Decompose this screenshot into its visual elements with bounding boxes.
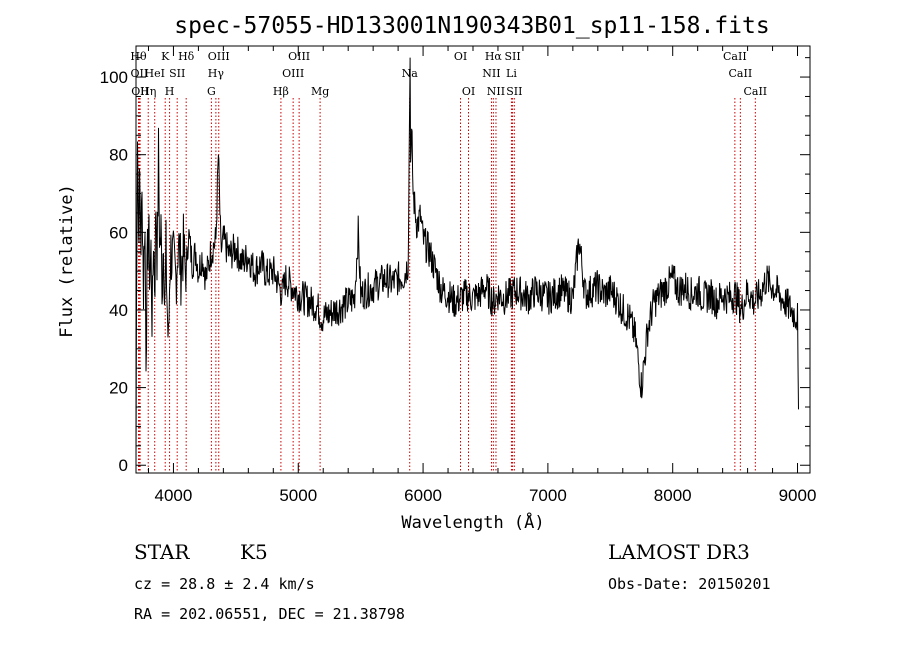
y-tick-label-20: 20 <box>109 379 128 398</box>
line-label-17: OI <box>454 50 467 63</box>
line-label-15: Mg <box>311 85 329 98</box>
x-tick-label-4000: 4000 <box>155 486 193 505</box>
line-label-19: NII <box>482 67 500 80</box>
line-label-14: OIII <box>288 50 310 63</box>
y-axis-ticks: 0 20 40 60 80 100 <box>100 57 810 475</box>
observation-date: Obs-Date: 20150201 <box>608 575 771 593</box>
line-label-27: CaII <box>743 85 767 98</box>
line-label-8: Hδ <box>178 50 195 63</box>
x-tick-label-8000: 8000 <box>654 486 692 505</box>
y-tick-label-0: 0 <box>119 456 128 475</box>
line-label-25: CaII <box>723 50 747 63</box>
y-tick-label-80: 80 <box>109 146 128 165</box>
x-axis-label: Wavelength (Å) <box>401 511 544 533</box>
line-label-6: H <box>165 85 175 98</box>
x-tick-label-5000: 5000 <box>279 486 317 505</box>
line-label-20: Hα <box>485 50 503 63</box>
line-label-10: Hγ <box>208 67 225 80</box>
line-label-26: CaII <box>729 67 753 80</box>
line-label-0: Hθ <box>130 50 147 63</box>
line-label-24: SII <box>506 85 522 98</box>
line-label-3: Hη <box>140 85 156 98</box>
line-label-12: Hβ <box>273 85 289 98</box>
line-label-23: SII <box>504 50 520 63</box>
line-label-21: NII <box>487 85 505 98</box>
line-label-18: OI <box>462 85 475 98</box>
line-label-7: SII <box>169 67 185 80</box>
line-markers <box>137 98 756 473</box>
x-tick-label-6000: 6000 <box>404 486 442 505</box>
line-label-4: HeI <box>144 67 164 80</box>
line-label-22: Li <box>506 67 517 80</box>
object-class: STAR <box>134 540 190 564</box>
line-label-11: OIII <box>208 50 230 63</box>
x-tick-label-9000: 9000 <box>779 486 817 505</box>
y-axis-label: Flux (relative) <box>57 184 77 338</box>
x-tick-label-7000: 7000 <box>529 486 567 505</box>
y-tick-label-60: 60 <box>109 223 128 242</box>
x-axis-ticks: 4000 5000 6000 7000 8000 9000 <box>147 46 817 505</box>
spectrum-series <box>135 57 799 466</box>
y-tick-label-100: 100 <box>100 68 128 87</box>
survey-name: LAMOST DR3 <box>608 540 750 564</box>
coordinates: RA = 202.06551, DEC = 21.38798 <box>134 605 405 623</box>
line-labels: HθOIIOIIHηHeIKHSIIHδGHγOIIIHβOIIIOIIIMgN… <box>130 50 767 98</box>
redshift-cz: cz = 28.8 ± 2.4 km/s <box>134 575 315 593</box>
line-label-9: G <box>207 85 216 98</box>
line-label-5: K <box>161 50 170 63</box>
chart-title: spec-57055-HD133001N190343B01_sp11-158.f… <box>174 13 769 39</box>
y-tick-label-40: 40 <box>109 301 128 320</box>
line-label-13: OIII <box>282 67 304 80</box>
object-subclass: K5 <box>240 540 268 564</box>
